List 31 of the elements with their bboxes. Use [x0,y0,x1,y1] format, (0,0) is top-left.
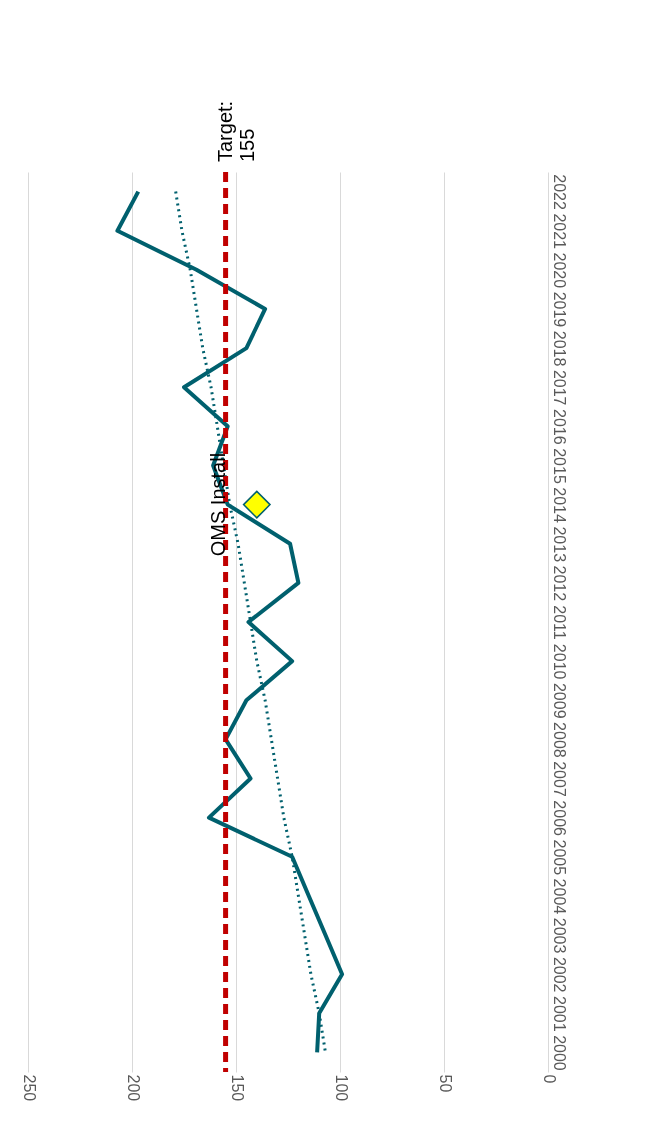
y-tick-label: 2011 [550,605,568,640]
y-tick-label: 2021 [550,213,568,250]
y-tick-label: 2012 [550,565,568,602]
y-tick-label: 2019 [550,291,568,328]
y-tick-label: 2000 [550,1035,568,1071]
ref-line-label: Target: 155 [213,100,258,162]
y-tick-label: 2016 [550,409,568,445]
y-tick-label: 2010 [550,643,568,680]
y-tick-label: 2022 [550,174,568,210]
annotation: OMS Install [206,452,229,557]
x-tick-label: 250 [20,1074,38,1102]
y-tick-label: 2013 [550,526,568,563]
y-tick-label: 2001 [550,996,568,1032]
y-tick-label: 2009 [550,682,568,719]
y-tick-label: 2006 [550,800,568,837]
y-tick-label: 2015 [550,448,568,484]
x-tick-label: 150 [228,1074,246,1102]
x-tick-label: 200 [124,1074,142,1102]
y-tick-label: 2002 [550,956,568,993]
y-tick-label: 2005 [550,839,568,876]
y-tick-label: 2007 [550,761,568,797]
y-tick-label: 2004 [550,878,568,915]
x-tick-label: 50 [436,1074,454,1093]
y-tick-label: 2020 [550,252,568,289]
x-tick-label: 0 [540,1074,558,1084]
y-tick-label: 2017 [550,369,568,406]
y-tick-label: 2018 [550,330,568,367]
y-tick-label: 2003 [550,917,568,954]
x-tick-label: 100 [332,1074,350,1102]
y-tick-label: 2014 [550,487,568,524]
y-tick-label: 2008 [550,722,568,758]
